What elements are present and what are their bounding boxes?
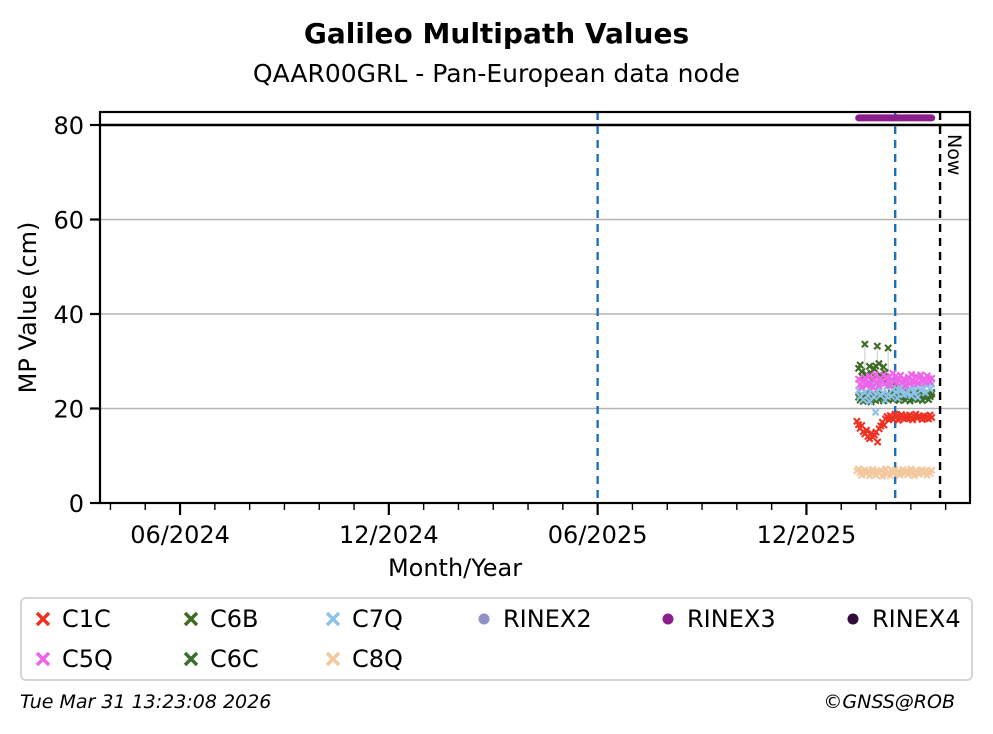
y-axis-label: MP Value (cm)	[14, 222, 42, 394]
legend-label: C6B	[210, 605, 259, 633]
chart-plot-area: Now 06/2024 12/2024 06/2025 12/2025 0 20 40 60 80…	[14, 110, 972, 582]
legend-label: C5Q	[62, 645, 113, 673]
series-c5q-points	[854, 369, 936, 392]
series-c1c-points	[853, 410, 936, 446]
y-tick-label: 80	[53, 112, 84, 140]
legend-entry-rinex3: RINEX3	[647, 605, 832, 633]
y-tick-label: 20	[53, 396, 84, 424]
legend-entry-rinex4: RINEX4	[832, 605, 971, 633]
chart-legend: C1C C6B C7Q RINEX2 RINEX3 RINEX4 C5Q C6C C8Q	[20, 597, 973, 681]
legend-label: RINEX3	[687, 605, 776, 633]
x-tick-label: 12/2024	[339, 521, 439, 549]
legend-entry-c6b: C6B	[170, 605, 312, 633]
series-c8q-points	[853, 465, 936, 480]
y-tick-label: 60	[53, 207, 84, 235]
rinex2-marker-icon	[478, 613, 490, 625]
legend-label: C8Q	[352, 645, 403, 673]
rinex3-marker-icon	[662, 613, 674, 625]
legend-label: RINEX4	[872, 605, 961, 633]
legend-label: RINEX2	[503, 605, 592, 633]
legend-label: C7Q	[352, 605, 403, 633]
c5q-marker-icon	[35, 651, 51, 667]
legend-entry-c7q: C7Q	[312, 605, 463, 633]
x-tick-label: 12/2025	[757, 521, 857, 549]
legend-entry-rinex2: RINEX2	[463, 605, 647, 633]
c8q-marker-icon	[325, 651, 341, 667]
legend-label: C6C	[210, 645, 259, 673]
c6c-marker-icon	[183, 651, 199, 667]
legend-entry-c5q: C5Q	[22, 645, 170, 673]
x-tick-label: 06/2025	[548, 521, 648, 549]
c7q-marker-icon	[325, 611, 341, 627]
copyright-credit: ©GNSS@ROB	[823, 691, 955, 713]
now-label: Now	[943, 134, 965, 175]
c6b-marker-icon	[183, 611, 199, 627]
x-tick-label: 06/2024	[130, 521, 230, 549]
legend-label: C1C	[62, 605, 111, 633]
chart-subtitle: QAAR00GRL - Pan-European data node	[252, 59, 741, 88]
c1c-marker-icon	[35, 611, 51, 627]
y-tick-label: 40	[53, 301, 84, 329]
legend-entry-c1c: C1C	[22, 605, 170, 633]
rinex4-marker-icon	[847, 613, 859, 625]
legend-entry-c8q: C8Q	[312, 645, 463, 673]
generation-timestamp: Tue Mar 31 13:23:08 2026	[20, 691, 272, 713]
y-tick-label: 0	[69, 490, 84, 518]
legend-entry-c6c: C6C	[170, 645, 312, 673]
x-axis-label: Month/Year	[388, 554, 522, 582]
plot-border	[98, 110, 972, 505]
chart-title: Galileo Multipath Values	[303, 17, 690, 50]
